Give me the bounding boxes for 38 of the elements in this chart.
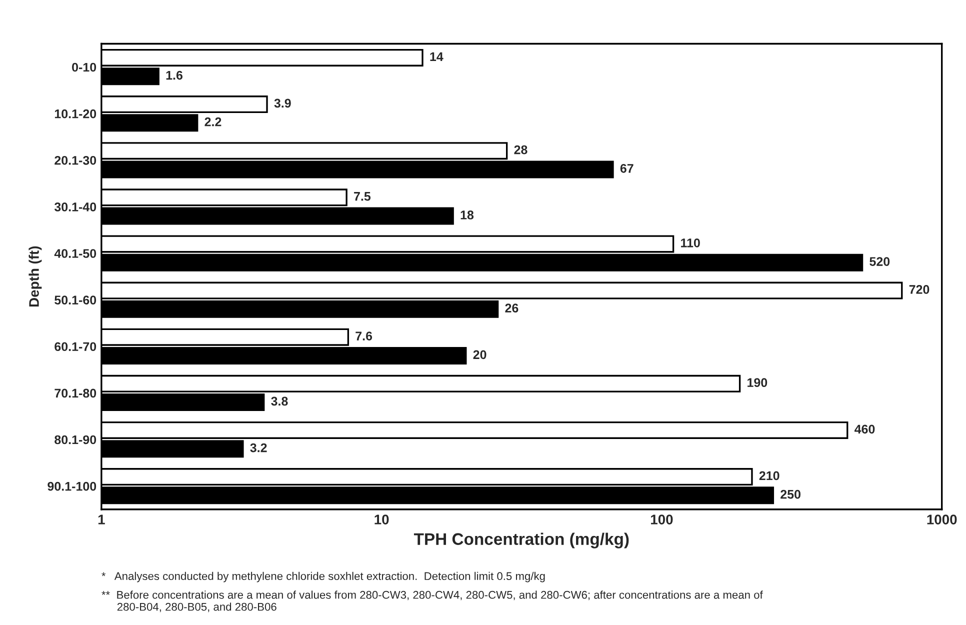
- y-tick-label: 80.1-90: [54, 435, 96, 444]
- y-tick-label: 50.1-60: [54, 296, 96, 304]
- data-label: 3.2: [250, 443, 267, 452]
- data-label: 720: [909, 285, 930, 294]
- data-label: 28: [514, 145, 528, 154]
- y-tick-label: 90.1-100: [48, 482, 96, 491]
- x-tick-label: 100: [651, 514, 673, 524]
- data-label: 2.2: [204, 117, 222, 126]
- text: * Analyses conducted by methylene chloride soxhlet extraction. Detection limit 0.5 mg/kg: [102, 572, 545, 582]
- y-tick-label: 40.1-50: [54, 249, 96, 258]
- data-label: 210: [759, 471, 780, 480]
- data-label: 14: [430, 52, 444, 61]
- data-label: 7.6: [356, 332, 372, 340]
- data-label: 190: [748, 378, 768, 388]
- x-tick-label: 1000: [927, 514, 957, 524]
- y-tick-label: 70.1-80: [54, 388, 96, 398]
- y-tick-label: 30.1-40: [54, 202, 96, 212]
- y-tick-label: 0-10: [72, 62, 96, 72]
- data-label: 3.8: [271, 396, 288, 406]
- data-label: 26: [505, 304, 518, 313]
- data-label: 110: [681, 238, 700, 248]
- x-tick-label: 1: [98, 514, 105, 524]
- data-label: 20: [473, 350, 486, 360]
- data-label: 1.6: [166, 70, 182, 80]
- y-tick-label: 60.1-70: [54, 342, 96, 352]
- x-axis-title: TPH Concentration (mg/kg): [414, 532, 629, 548]
- x-tick-label: 10: [374, 514, 389, 524]
- data-label: 18: [460, 210, 474, 220]
- data-label: 520: [870, 257, 890, 266]
- data-label: 250: [780, 490, 800, 499]
- y-tick-label: 10.1-20: [54, 109, 96, 118]
- data-label: 67: [620, 164, 634, 173]
- data-label: 7.5: [354, 192, 371, 201]
- data-label: 3.9: [274, 98, 291, 108]
- text: ** Before concentrations are a mean of values from 280-CW3, 280-CW4, 280-CW5, and 280-CW6; after concentrations are a mean of 280-B04, 280-B05, and 280-B06: [102, 590, 763, 612]
- data-label: 460: [854, 424, 875, 434]
- y-tick-label: 20.1-30: [54, 156, 96, 165]
- y-axis-title: Depth (ft): [28, 246, 42, 306]
